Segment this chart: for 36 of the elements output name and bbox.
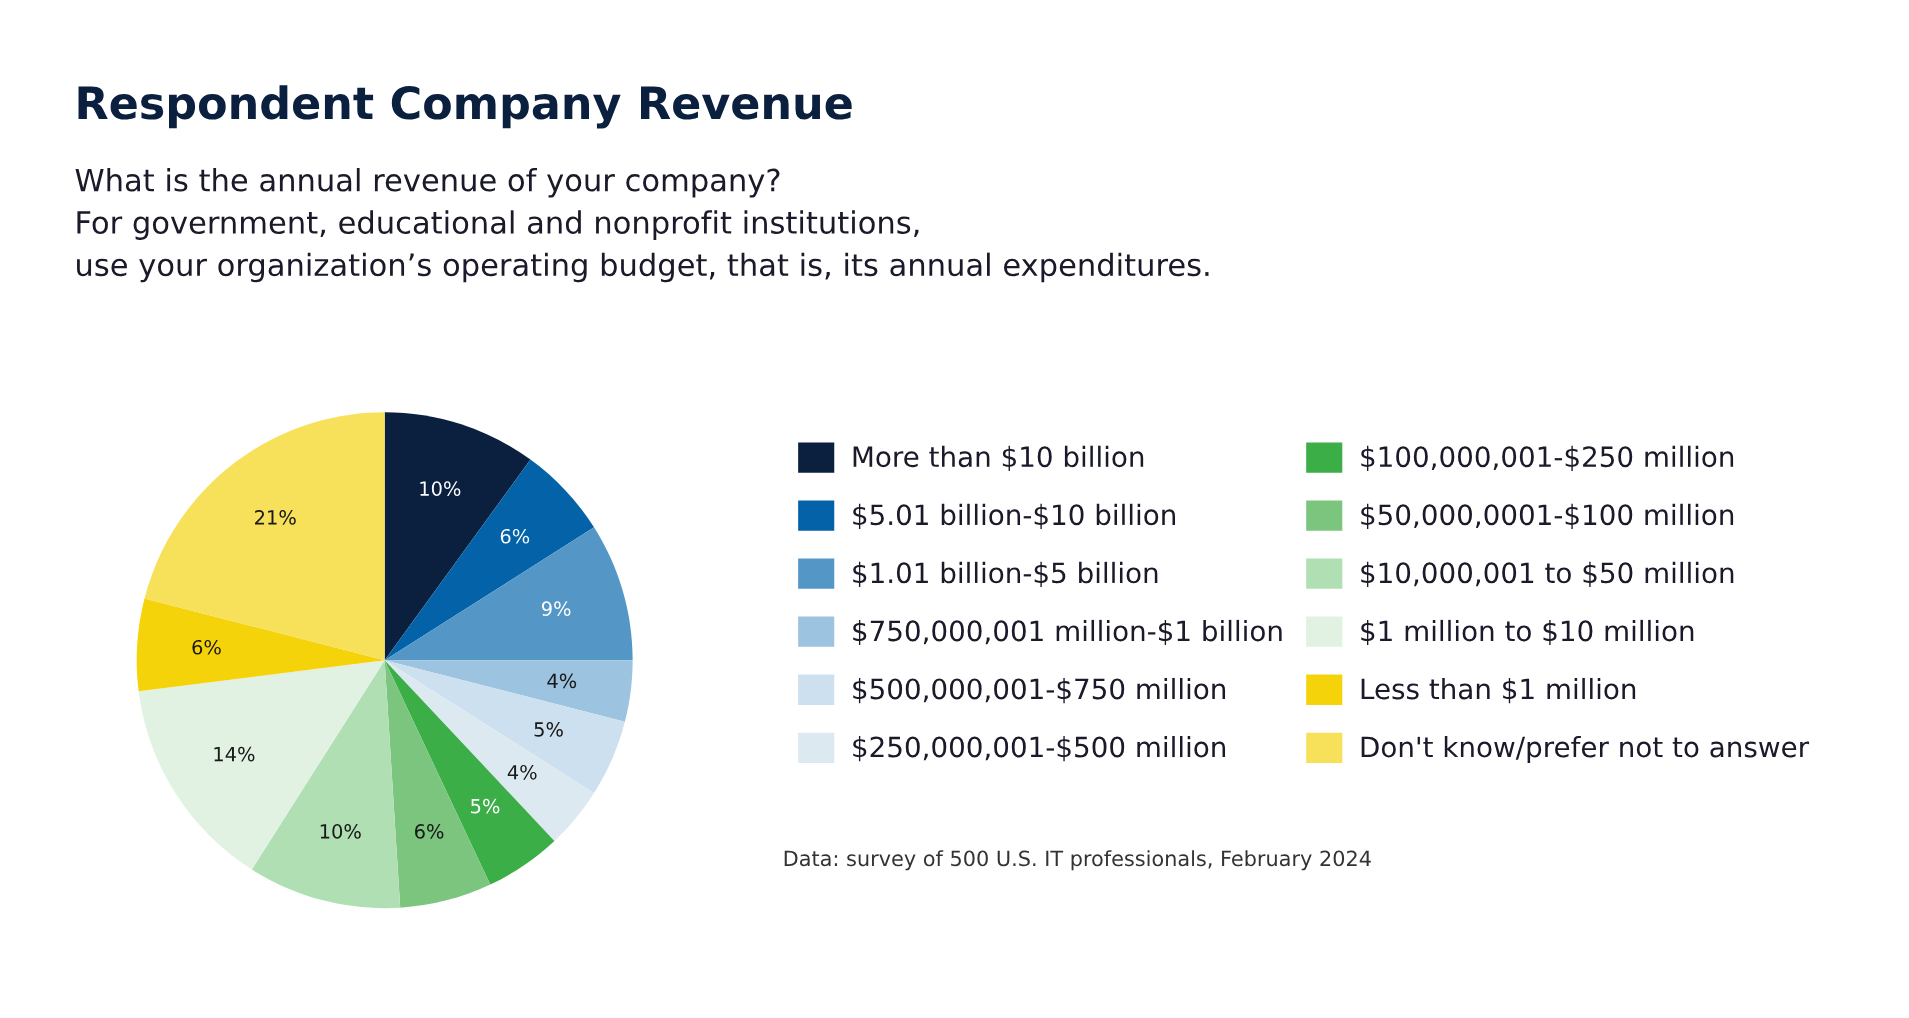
legend-label: $1 million to $10 million: [1361, 619, 1694, 646]
pie-slice: [384, 459, 595, 661]
data-label: 10%: [420, 481, 461, 496]
legend-label: $1.01 billion-$5 billion: [853, 561, 1158, 588]
pie-slice: [384, 412, 531, 661]
pie-slice: [384, 660, 625, 794]
data-label: 6%: [192, 639, 221, 655]
data-label: 10%: [320, 824, 361, 839]
legend-label: $5.01 billion-$10 billion: [853, 503, 1175, 529]
legend-label: $750,000,001 million-$1 billion: [853, 619, 1282, 646]
legend-label: $50,000,0001-$100 million: [1361, 503, 1734, 529]
legend-label: $250,000,001-$500 million: [853, 736, 1226, 762]
legend-label: More than $10 billion: [853, 445, 1144, 471]
legend-label: $100,000,001-$250 million: [1361, 445, 1734, 471]
chart-subtitle: What is the annual revenue of your company? For government, educational and nonprofit institutions, use your organization’s operating budget, that is, its annual expenditures.: [75, 167, 1209, 283]
data-label: 5%: [471, 798, 500, 814]
pie-slice: [136, 598, 385, 692]
data-label: 14%: [214, 746, 255, 762]
legend-label: $500,000,001-$750 million: [853, 677, 1226, 704]
pie-slice: [384, 660, 633, 722]
data-label: 21%: [255, 510, 296, 525]
data-label: 4%: [507, 764, 537, 780]
data-label: 5%: [534, 722, 563, 737]
pie-slice: [384, 660, 595, 841]
data-label: 6%: [500, 528, 530, 544]
legend-label: Don't know/prefer not to answer: [1361, 736, 1810, 763]
pie-slice: [144, 412, 385, 661]
chart-title: Respondent Company Revenue: [78, 85, 852, 129]
text: Data: survey of 500 U.S. IT professionals, February 2024: [784, 850, 1371, 871]
legend-label: Less than $1 million: [1361, 677, 1636, 704]
data-label: 4%: [547, 673, 577, 689]
pie-slice: [138, 660, 385, 870]
pie-slice: [384, 527, 633, 661]
data-label: 6%: [415, 824, 444, 839]
data-label: 9%: [541, 601, 571, 616]
legend-label: $10,000,001 to $50 million: [1361, 561, 1734, 588]
